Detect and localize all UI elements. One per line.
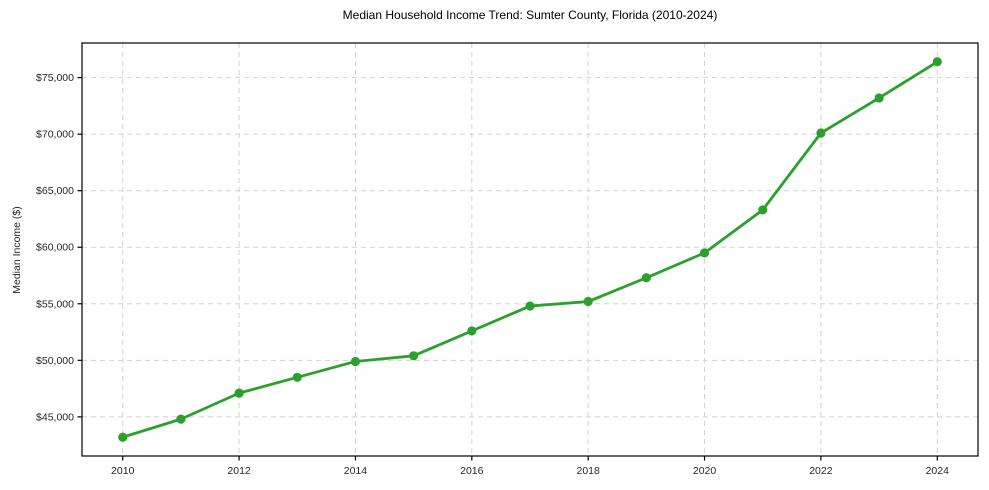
y-tick-label: $65,000 — [36, 185, 74, 197]
series-line — [121, 60, 939, 439]
data-point — [234, 388, 244, 398]
x-tick-label: 2012 — [227, 465, 251, 477]
y-tick-label: $50,000 — [36, 355, 74, 367]
data-point — [583, 296, 593, 307]
data-point — [816, 128, 826, 138]
y-tick-label: $70,000 — [36, 129, 74, 141]
x-tick-label: 2010 — [111, 465, 135, 477]
x-tick-label: 2014 — [344, 465, 368, 477]
y-tick-label: $75,000 — [36, 72, 74, 84]
data-point — [874, 93, 884, 103]
chart-title: Median Household Income Trend: Sumter Co… — [342, 8, 718, 22]
y-tick-label: $45,000 — [36, 411, 74, 423]
x-tick-label: 2020 — [693, 465, 717, 477]
data-point — [350, 356, 361, 367]
data-point — [118, 432, 128, 442]
x-tick-label: 2024 — [926, 465, 950, 477]
data-point — [525, 301, 535, 311]
data-point — [641, 273, 651, 283]
data-point — [467, 326, 477, 336]
y-tick-label: $60,000 — [36, 242, 74, 254]
plot-border — [81, 42, 979, 457]
x-tick-label: 2022 — [809, 465, 833, 477]
x-tick-label: 2018 — [577, 465, 601, 477]
data-point — [758, 205, 768, 215]
data-point — [932, 57, 942, 67]
data-point — [409, 351, 419, 361]
y-tick-label: $55,000 — [36, 298, 74, 310]
data-point — [292, 372, 302, 382]
data-point — [176, 414, 186, 424]
x-tick-label: 2016 — [460, 465, 484, 477]
data-point — [699, 248, 710, 258]
